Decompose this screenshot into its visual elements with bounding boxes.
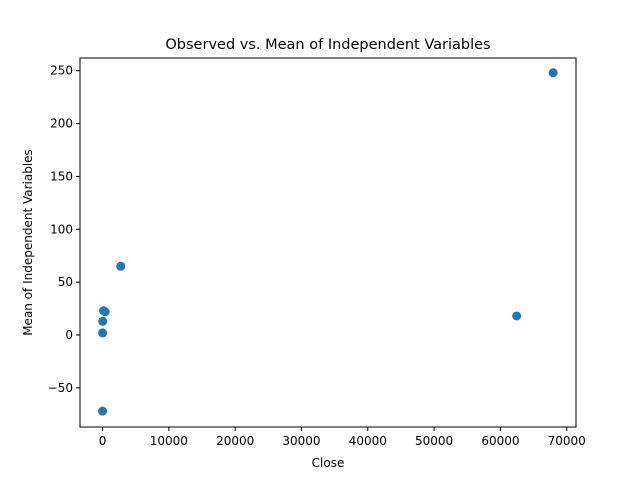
- chart-title: Observed vs. Mean of Independent Variabl…: [165, 37, 490, 53]
- y-tick-label: 150: [50, 169, 73, 183]
- x-tick-label: 10000: [150, 434, 188, 448]
- y-tick-label: 250: [50, 64, 73, 78]
- x-tick-label: 40000: [349, 434, 387, 448]
- x-axis-ticks: 0 10000 20000 30000 40000 50000 60000 70000: [99, 427, 586, 448]
- x-axis-label: Close: [312, 456, 345, 470]
- y-tick-label: 200: [50, 117, 73, 131]
- data-points: [98, 68, 558, 416]
- data-point: [98, 316, 108, 326]
- y-tick-label: 0: [65, 328, 73, 342]
- x-tick-label: 50000: [415, 434, 453, 448]
- data-point: [98, 406, 108, 416]
- y-axis-ticks: −50 0 50 100 150 200 250: [48, 64, 80, 395]
- data-point: [98, 328, 108, 338]
- plot-area-frame: [79, 57, 577, 428]
- x-tick-label: 0: [99, 434, 107, 448]
- x-tick-label: 20000: [216, 434, 254, 448]
- data-point: [512, 311, 522, 321]
- data-point: [99, 306, 109, 316]
- y-tick-label: −50: [48, 381, 73, 395]
- x-tick-label: 60000: [481, 434, 519, 448]
- data-point: [116, 261, 126, 271]
- data-point: [548, 68, 558, 78]
- y-tick-label: 100: [50, 222, 73, 236]
- y-axis-label: Mean of Independent Variables: [21, 149, 35, 336]
- y-tick-label: 50: [58, 275, 73, 289]
- x-tick-label: 70000: [548, 434, 586, 448]
- x-tick-label: 30000: [282, 434, 320, 448]
